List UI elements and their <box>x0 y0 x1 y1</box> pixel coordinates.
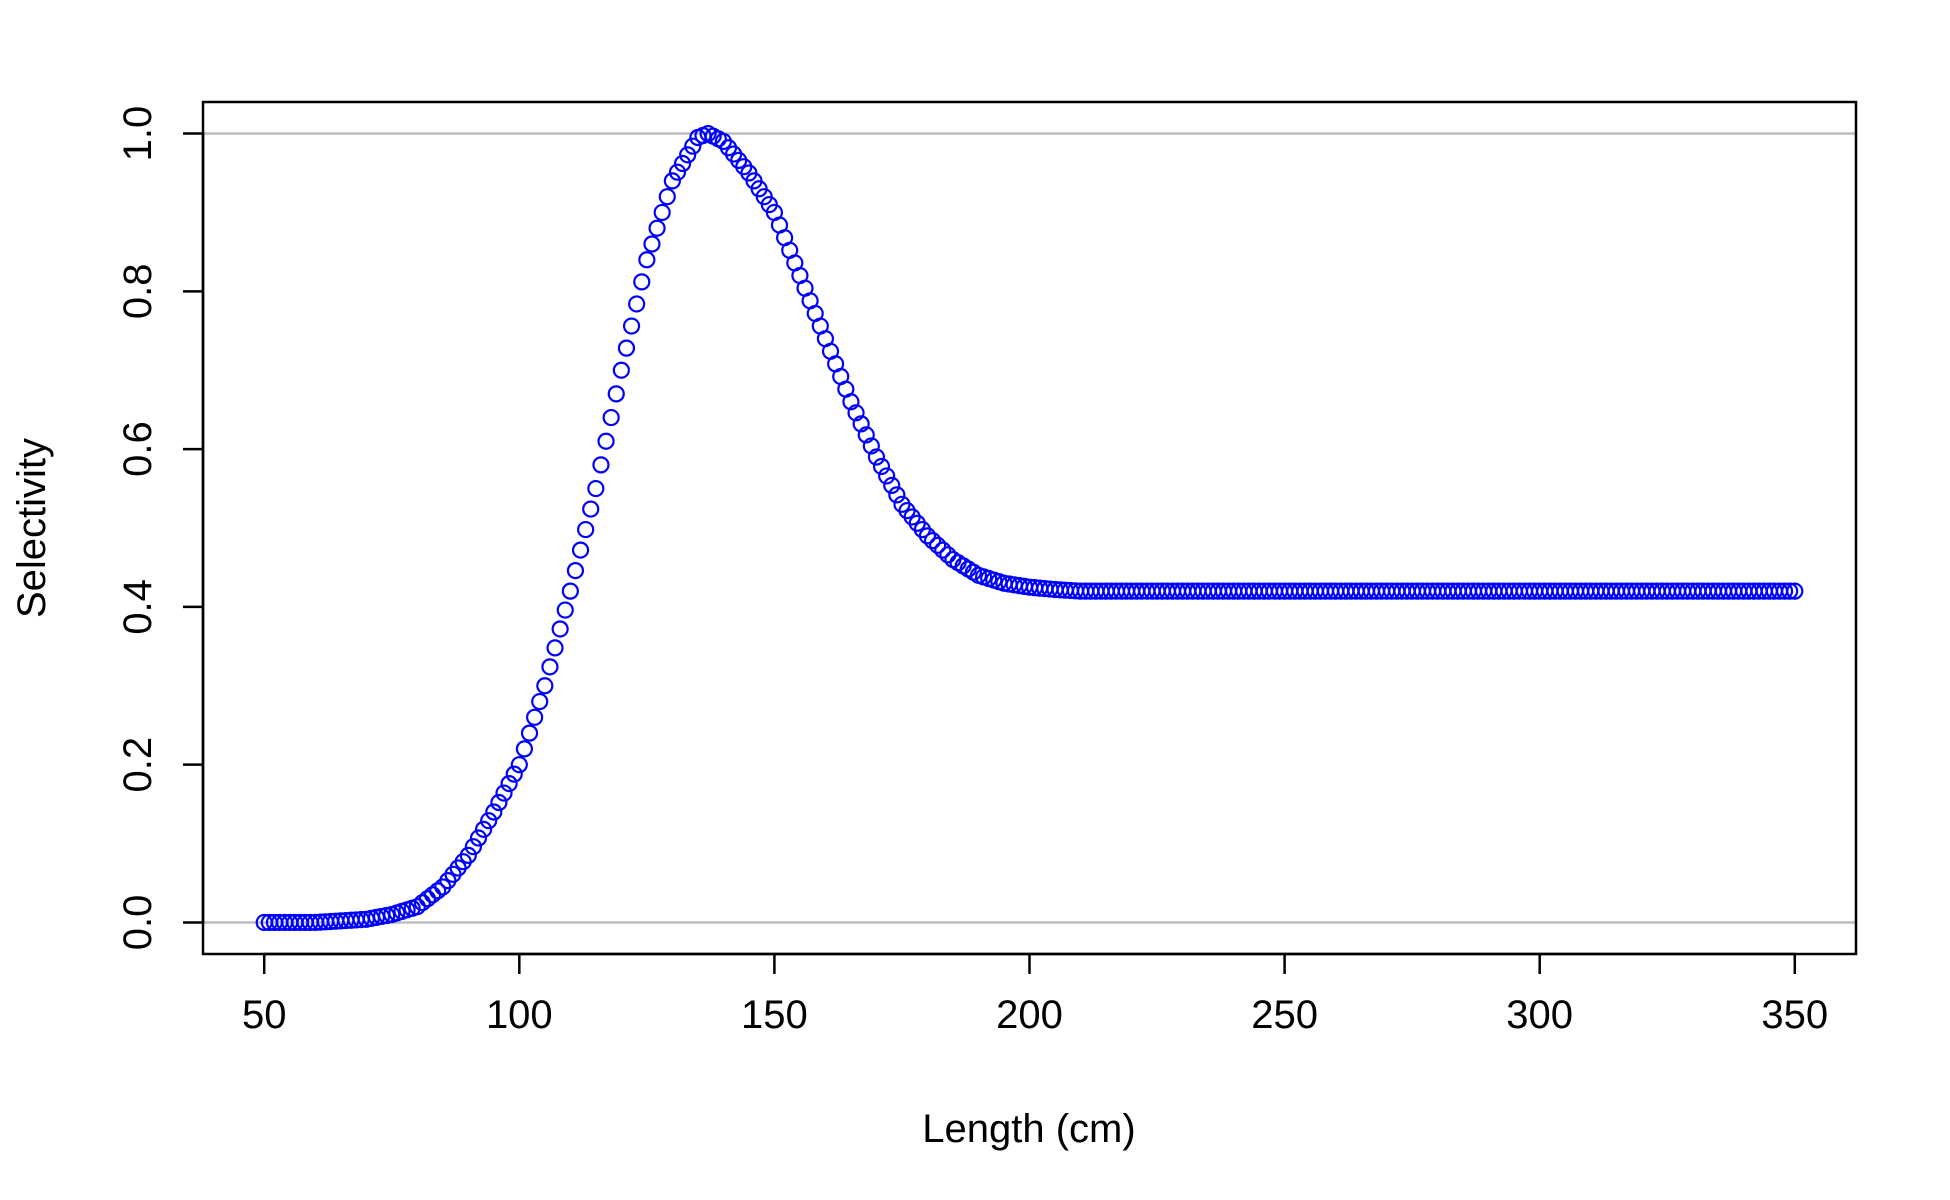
x-tick-label: 350 <box>1761 993 1828 1037</box>
data-point <box>495 784 513 802</box>
data-point <box>531 692 549 711</box>
data-point <box>485 803 503 821</box>
y-tick-label: 0.2 <box>116 737 160 793</box>
y-axis-title: Selectivity <box>10 438 54 618</box>
data-point <box>597 432 615 450</box>
x-axis-title: Length (cm) <box>922 1107 1135 1151</box>
data-point <box>607 385 625 403</box>
data-point <box>658 188 676 206</box>
data-point <box>628 295 646 313</box>
y-tick-label: 0.4 <box>116 579 160 635</box>
data-point <box>469 829 488 847</box>
data-point <box>934 541 952 559</box>
data-point <box>520 724 539 742</box>
data-point <box>480 812 498 830</box>
reference-lines <box>203 132 1856 924</box>
data-point <box>602 408 620 427</box>
y-tick-label: 0.0 <box>116 895 160 951</box>
data-point <box>561 582 579 600</box>
data-point <box>842 393 860 411</box>
data-point <box>500 774 518 793</box>
x-tick-label: 50 <box>242 993 287 1037</box>
data-point <box>643 235 661 253</box>
data-point <box>638 251 656 269</box>
data-point <box>918 527 937 545</box>
x-tick-label: 250 <box>1251 993 1318 1037</box>
data-point <box>862 437 880 455</box>
data-point <box>556 601 574 619</box>
data-point <box>684 137 702 155</box>
data-point <box>633 273 651 291</box>
data-point <box>475 820 493 838</box>
data-point <box>888 486 906 504</box>
x-tick-label: 100 <box>486 993 553 1037</box>
data-point <box>679 146 697 164</box>
data-point <box>582 500 600 518</box>
data-point <box>867 448 886 466</box>
data-point <box>648 219 666 237</box>
data-point <box>668 163 687 181</box>
data-point <box>872 457 891 476</box>
data-point <box>923 532 942 550</box>
data-point <box>546 639 564 657</box>
data-point <box>571 541 590 559</box>
data-point <box>459 846 477 864</box>
data-point <box>852 415 870 433</box>
data-point <box>878 467 896 485</box>
data-point <box>1775 582 1794 600</box>
data-point <box>536 677 554 695</box>
data-point <box>587 479 605 498</box>
data-point <box>490 793 508 812</box>
data-point <box>464 838 482 856</box>
data-point <box>505 765 523 783</box>
x-tick-label: 200 <box>996 993 1063 1037</box>
data-point <box>1781 582 1799 600</box>
data-point <box>566 561 585 580</box>
data-point <box>857 426 875 444</box>
data-point <box>663 172 681 190</box>
data-point <box>551 620 569 638</box>
data-point <box>673 154 692 173</box>
data-point <box>1786 582 1804 600</box>
y-axis: 0.0 0.2 0.4 0.6 0.8 1.0 <box>116 106 205 951</box>
x-tick-label: 150 <box>741 993 808 1037</box>
data-point <box>510 756 528 774</box>
data-point <box>541 658 559 676</box>
data-point <box>883 476 901 494</box>
data-point <box>622 317 641 335</box>
data-point <box>929 536 947 554</box>
x-axis: 50 100 150 200 250 300 350 <box>242 952 1828 1037</box>
data-point <box>847 404 865 422</box>
data-point <box>515 740 534 758</box>
data-points <box>255 124 1804 932</box>
y-tick-label: 0.8 <box>116 264 160 320</box>
data-point <box>429 882 447 900</box>
y-tick-label: 0.6 <box>116 421 160 477</box>
data-point <box>592 456 610 474</box>
data-point <box>612 361 630 379</box>
y-tick-label: 1.0 <box>116 106 160 162</box>
data-point <box>526 708 544 726</box>
x-tick-label: 300 <box>1506 993 1573 1037</box>
data-point <box>653 203 671 222</box>
data-point <box>577 520 595 539</box>
data-point <box>617 339 636 357</box>
